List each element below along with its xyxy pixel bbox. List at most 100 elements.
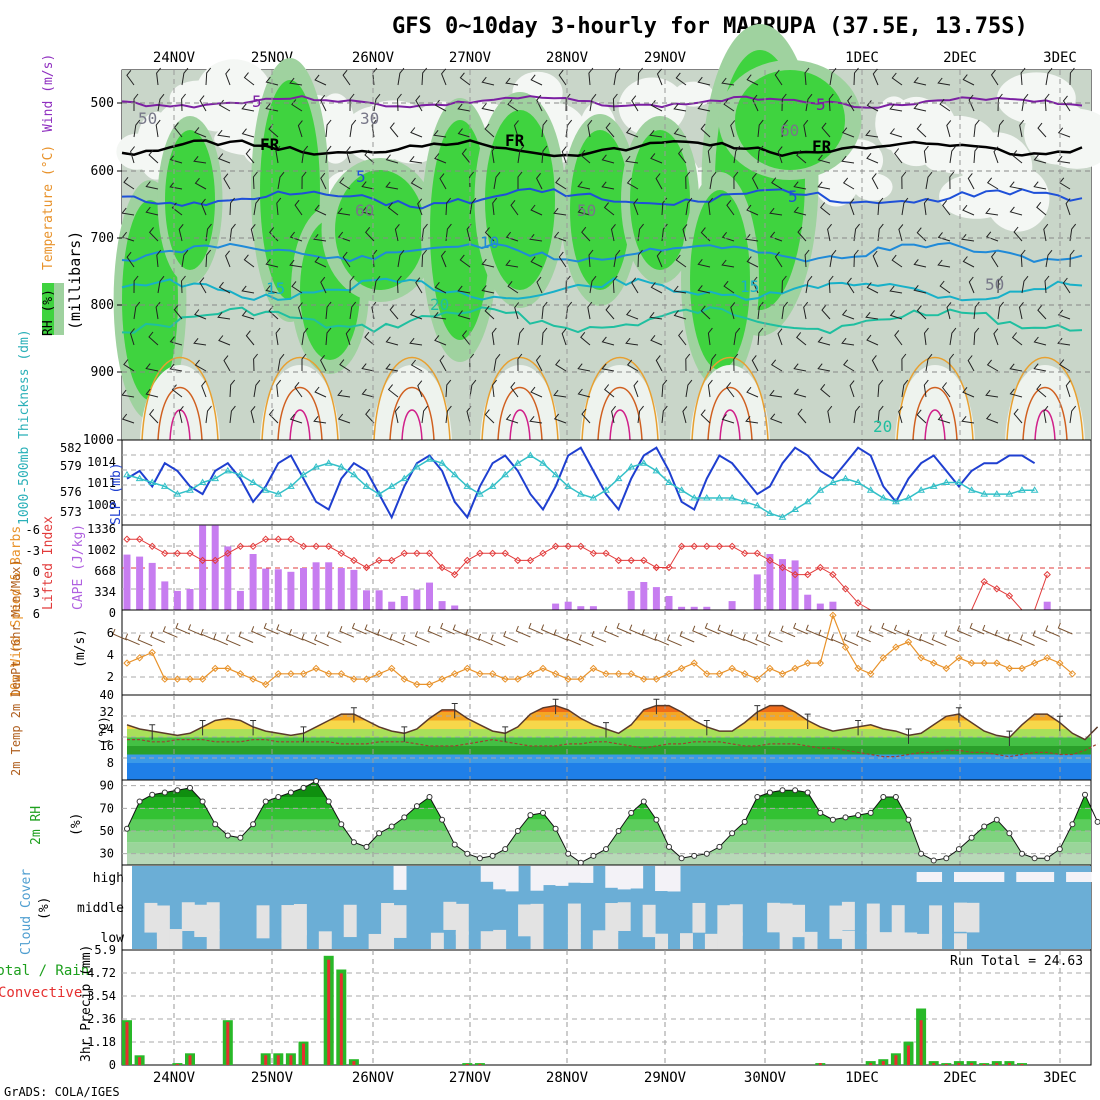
- rh-point: [968, 834, 975, 841]
- precip-convective-bar: [907, 1045, 910, 1065]
- lifted-index-point: [564, 542, 572, 551]
- lifted-index-point: [1043, 570, 1051, 579]
- wind-barb: [601, 154, 615, 164]
- precip-convective-label: Convective: [0, 985, 82, 1001]
- rh-saturated-region: [165, 130, 215, 270]
- wind-barb: [364, 149, 375, 164]
- cloud-gap-middle: [829, 905, 843, 939]
- wind-speed-point: [665, 670, 673, 678]
- cloud-gap-middle: [206, 902, 220, 932]
- precip-convective-bar: [970, 1063, 974, 1065]
- wind-barb: [205, 67, 212, 86]
- wind-barb: [421, 67, 428, 86]
- lifted-index-point: [173, 549, 182, 558]
- rh-point: [237, 834, 244, 841]
- axis-tick-label: 600: [91, 164, 114, 179]
- surface-wind-barb: [477, 633, 493, 646]
- wind-barb: [459, 254, 471, 268]
- wind-barb: [865, 311, 879, 320]
- wind-speed-point: [539, 664, 547, 673]
- surface-wind-barb: [1007, 634, 1023, 646]
- wind-barb: [853, 67, 859, 86]
- wind-barb: [913, 103, 927, 112]
- rh-point: [350, 839, 357, 846]
- rh-point: [413, 803, 420, 810]
- wind-barb: [387, 202, 399, 216]
- wind-barb: [529, 415, 543, 424]
- cloud-level-label: middle: [77, 901, 124, 916]
- wind-barb: [530, 256, 543, 268]
- contour-label: 15: [266, 279, 285, 298]
- wind-barb: [1033, 363, 1047, 372]
- wind-barb: [155, 301, 161, 320]
- wind-speed-point: [690, 659, 698, 667]
- wind-barb: [637, 405, 644, 424]
- cloud-gap-low: [929, 933, 943, 949]
- cloud-gap-middle: [530, 903, 544, 935]
- contour-label: 20: [873, 417, 892, 436]
- wind-speed-point: [224, 664, 232, 673]
- wind-barb: [793, 363, 807, 372]
- wind-speed-point: [211, 664, 219, 673]
- wind-barb: [821, 304, 831, 320]
- minmax-bar: [149, 724, 156, 740]
- wind-barb: [661, 223, 668, 242]
- precip-convective-bar: [264, 1055, 268, 1065]
- wind-speed-point: [362, 675, 371, 683]
- wind-barb: [205, 405, 212, 424]
- wind-barb: [194, 127, 207, 138]
- wind-barb: [1021, 275, 1029, 294]
- wind-barb: [733, 145, 741, 164]
- wind-barb: [871, 173, 879, 190]
- minmax-bar: [855, 720, 862, 736]
- lifted-index-point: [602, 549, 610, 558]
- lifted-index-point: [703, 542, 711, 551]
- wind-barb: [613, 249, 621, 268]
- rh-units-label: (%): [69, 813, 84, 836]
- cape-tick-label: 1336: [87, 522, 116, 536]
- cloud-level-label: low: [101, 931, 125, 946]
- wind-barb: [985, 413, 999, 424]
- wind-barb: [461, 148, 471, 164]
- thickness-point: [249, 478, 257, 485]
- wind-barb: [723, 98, 735, 112]
- rh-point: [224, 832, 231, 839]
- isotherm-line: [121, 277, 1083, 302]
- precip-convective-bar: [125, 1022, 129, 1065]
- cloud-gap-middle: [954, 902, 967, 932]
- wind-barb: [872, 250, 879, 268]
- lifted-index-point: [299, 542, 308, 551]
- wind-barb: [241, 285, 255, 294]
- wind-barb: [361, 206, 375, 216]
- wind-barb: [730, 120, 736, 138]
- wind-barb: [898, 224, 904, 242]
- precip-convective-bar: [957, 1063, 961, 1065]
- thickness-point: [841, 474, 850, 482]
- precip-convective-bar: [995, 1063, 999, 1065]
- isotherm-line: [581, 357, 659, 441]
- wind-barb: [481, 285, 495, 294]
- wind-barb: [804, 67, 810, 86]
- wind-barb: [225, 250, 231, 268]
- wind-barb: [697, 285, 711, 294]
- lifted-index-point: [740, 549, 749, 558]
- lifted-index-point: [652, 563, 661, 572]
- rh-point: [161, 789, 168, 796]
- wind-barb: [217, 311, 231, 320]
- cape-bar: [665, 596, 673, 610]
- cape-bar: [816, 603, 824, 610]
- wind-frame: [121, 609, 1092, 696]
- slp-frame: [121, 439, 1092, 526]
- wind-speed-point: [917, 654, 925, 662]
- wind-barb: [223, 173, 231, 190]
- minmax-bar: [653, 698, 660, 715]
- rh-point: [149, 791, 156, 798]
- wind-barb: [962, 256, 975, 268]
- wind-barb: [289, 231, 303, 242]
- wind-barb: [361, 388, 375, 398]
- surface-wind-barb: [162, 626, 178, 638]
- wind-barb: [1037, 122, 1047, 138]
- precip-convective-bar: [932, 1063, 936, 1065]
- wind-barb: [625, 337, 639, 346]
- cloud-gap-middle: [567, 903, 581, 935]
